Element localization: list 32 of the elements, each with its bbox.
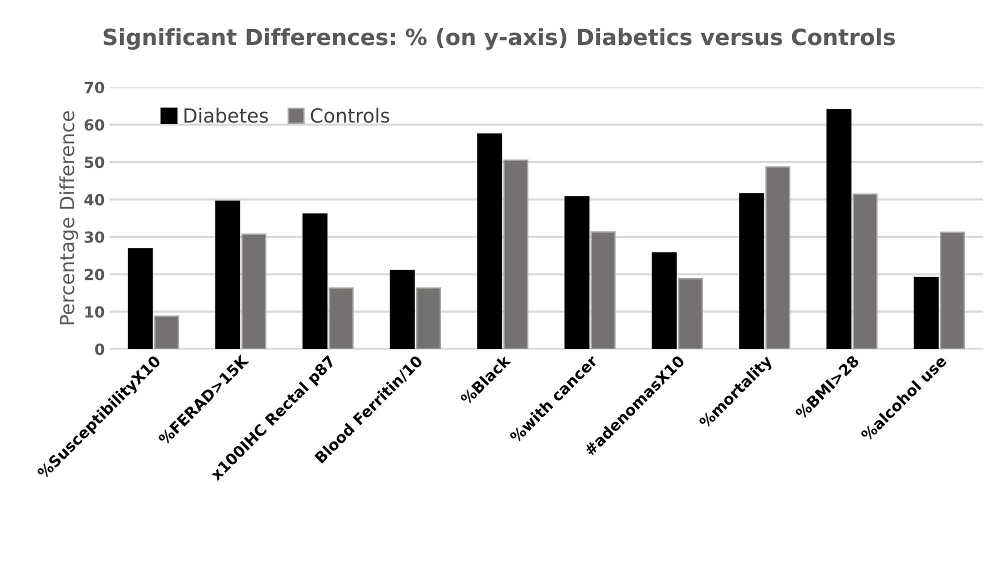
bar	[416, 287, 441, 350]
bar	[590, 231, 616, 350]
bar	[765, 166, 790, 350]
bar	[852, 194, 878, 350]
y-axis-title: Percentage Difference	[59, 111, 78, 324]
chart-title: Significant Differences: % (on y-axis) Diabetics versus Controls	[104, 28, 895, 50]
bar	[241, 234, 266, 350]
y-tick-label: 50	[84, 156, 104, 168]
bar	[128, 248, 153, 350]
y-tick-label: 0	[95, 344, 104, 356]
bar	[678, 278, 703, 350]
y-tick-label: 20	[84, 268, 104, 280]
bar	[940, 232, 965, 350]
y-tick-label: 30	[84, 231, 104, 243]
bar	[826, 109, 852, 350]
bar	[328, 287, 354, 350]
legend-label: Diabetes	[184, 108, 268, 123]
bar	[390, 270, 415, 350]
bar	[739, 193, 764, 350]
y-tick-label: 10	[85, 306, 104, 318]
bar	[302, 213, 328, 350]
y-tick-label: 70	[84, 82, 104, 94]
bar	[503, 160, 528, 350]
bar	[914, 276, 939, 350]
bar	[477, 133, 502, 350]
bar	[215, 200, 240, 350]
y-tick-label: 60	[84, 119, 104, 131]
legend-label: Controls	[310, 108, 390, 123]
y-tick-label: 40	[84, 194, 104, 206]
bar	[564, 196, 590, 350]
bar	[652, 252, 677, 350]
bar	[154, 315, 180, 350]
